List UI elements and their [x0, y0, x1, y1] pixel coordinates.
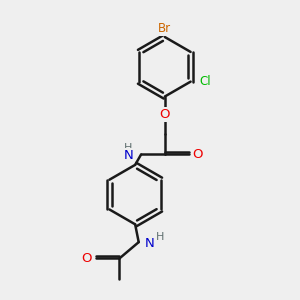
Text: N: N: [124, 149, 134, 162]
Text: N: N: [145, 237, 154, 250]
Text: H: H: [156, 232, 164, 242]
Text: O: O: [160, 108, 170, 121]
Text: O: O: [81, 252, 92, 265]
Text: O: O: [192, 148, 203, 161]
Text: H: H: [124, 143, 133, 153]
Text: Cl: Cl: [199, 75, 211, 88]
Text: Br: Br: [158, 22, 171, 35]
